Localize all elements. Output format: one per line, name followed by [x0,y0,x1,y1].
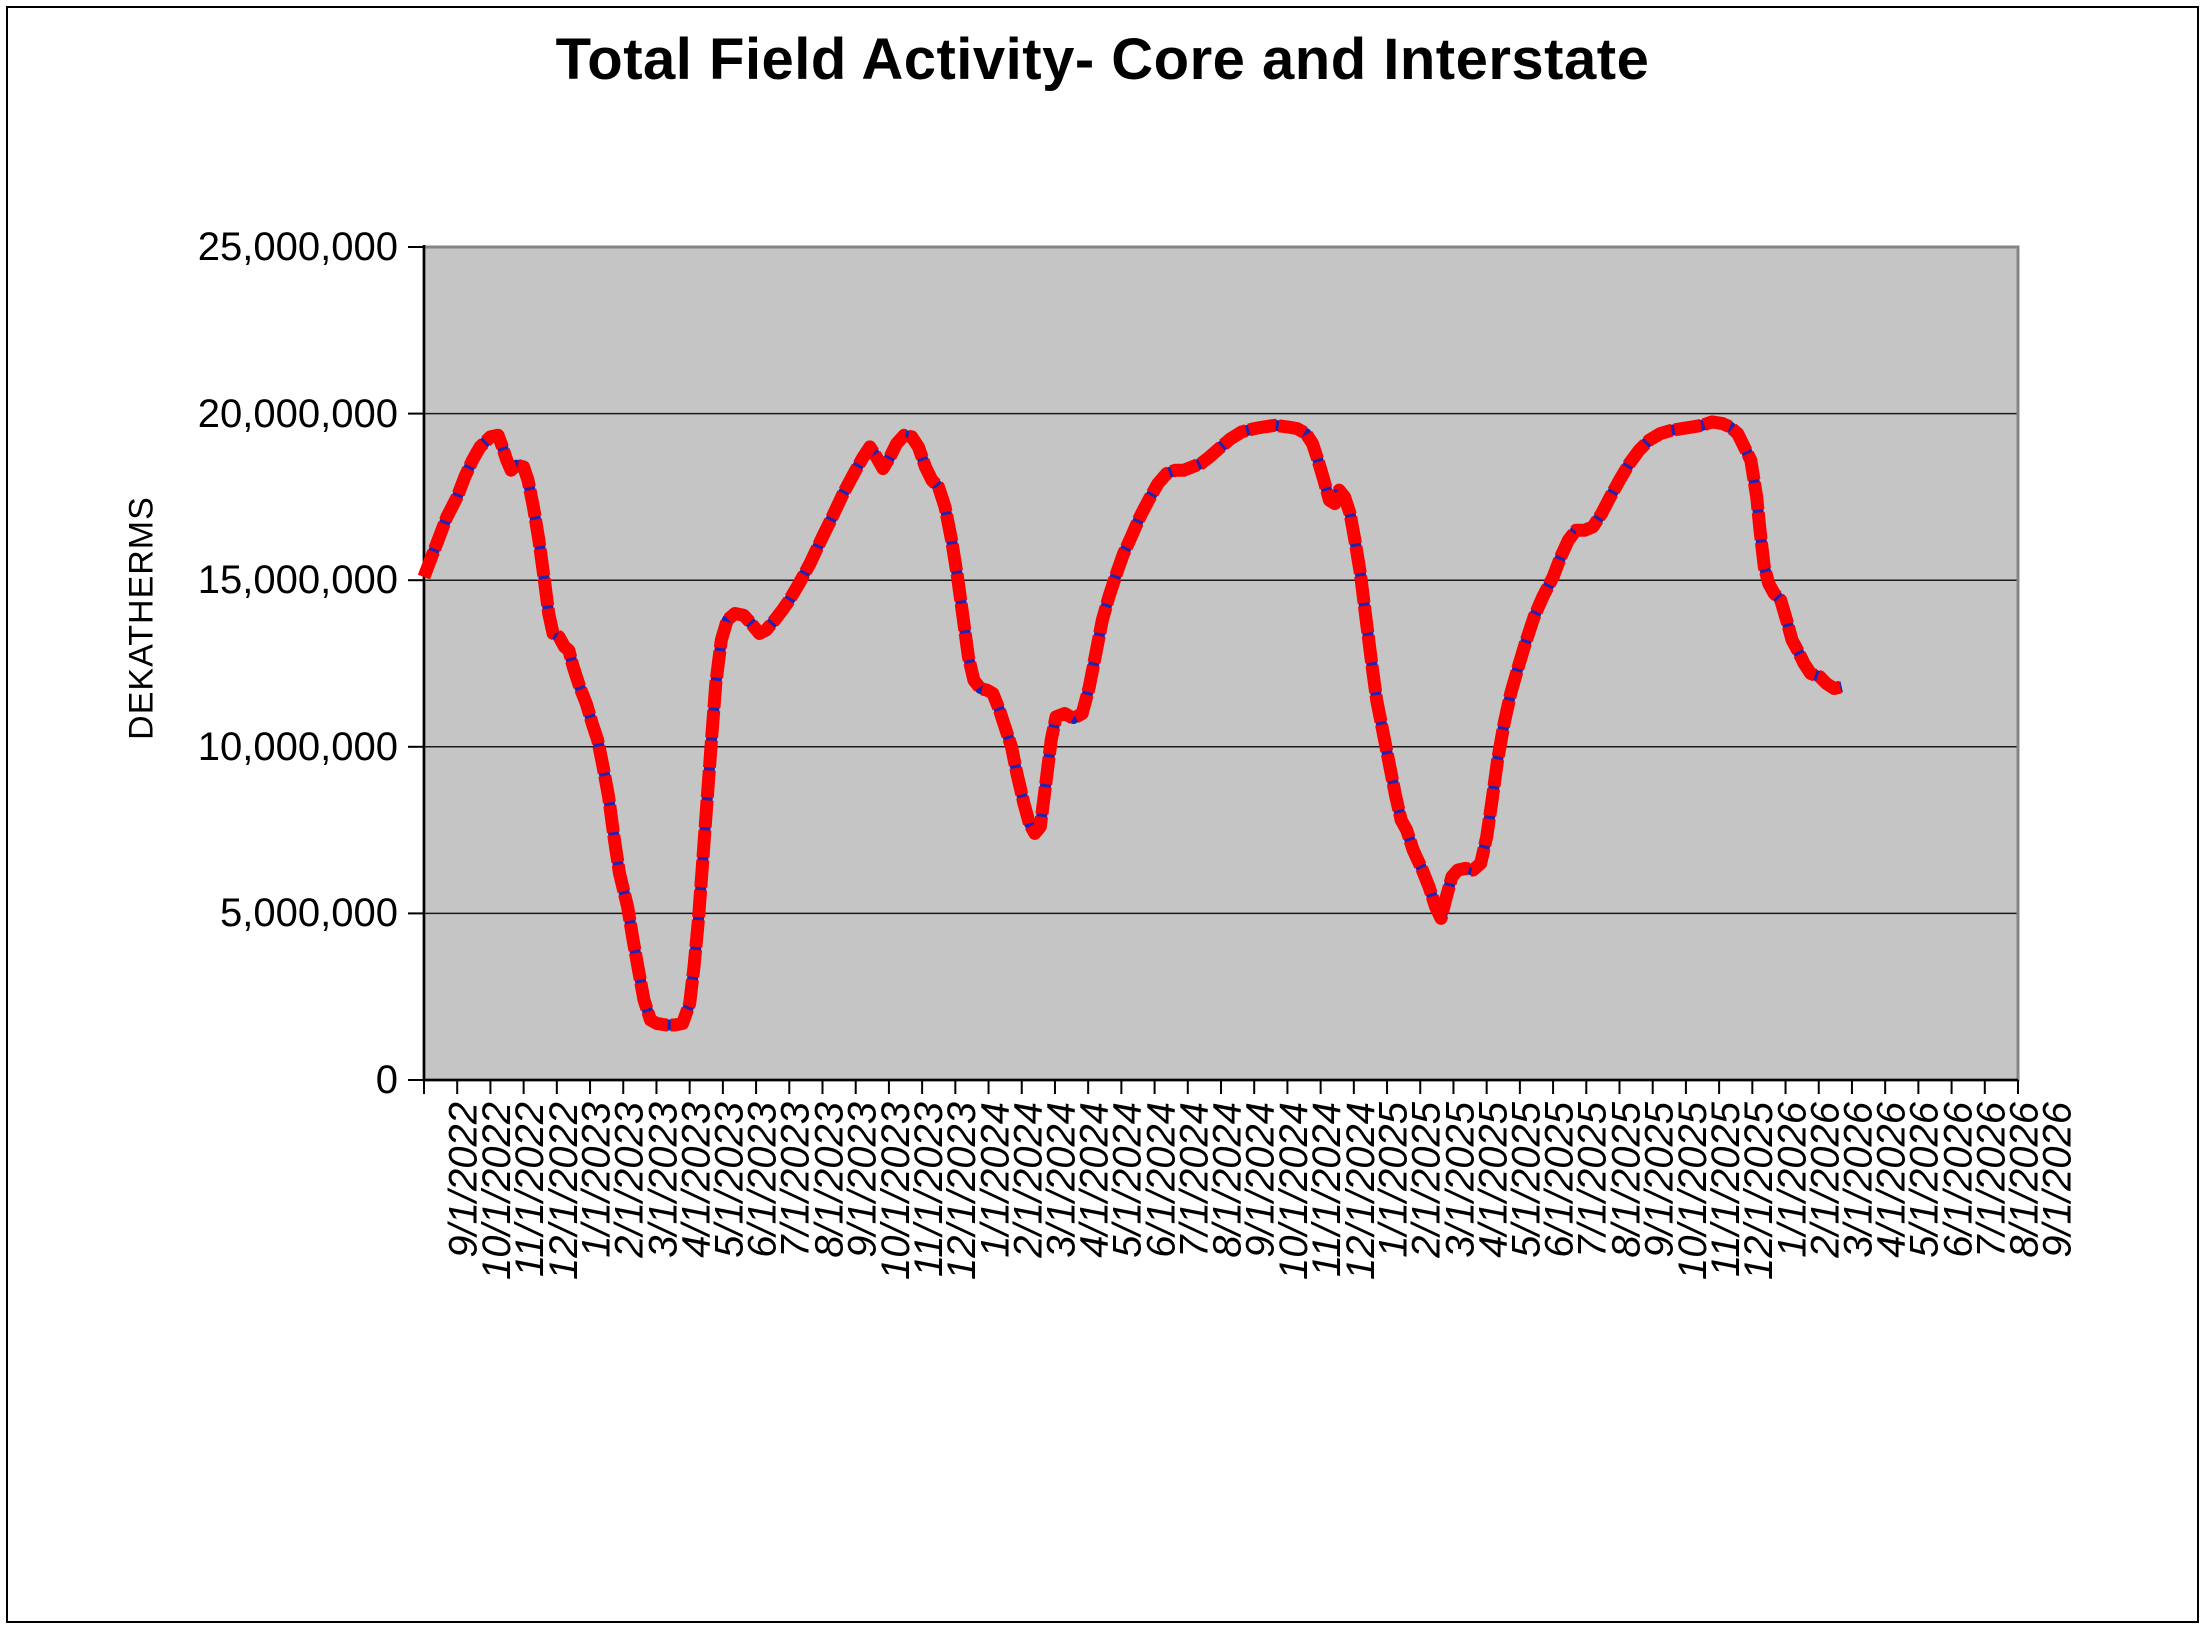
plot-background [424,247,2018,1080]
y-tick-label: 0 [375,1058,398,1102]
y-tick-label: 15,000,000 [197,558,398,603]
chart-title: Total Field Activity- Core and Interstat… [555,27,1650,92]
y-tick-label: 20,000,000 [197,391,398,436]
y-tick-label: 5,000,000 [220,891,398,936]
x-tick-label: 9/1/2026 [2036,1102,2080,1258]
y-tick-label: 10,000,000 [197,724,398,769]
data-line [417,415,1844,1032]
y-tick-label: 25,000,000 [197,225,398,269]
